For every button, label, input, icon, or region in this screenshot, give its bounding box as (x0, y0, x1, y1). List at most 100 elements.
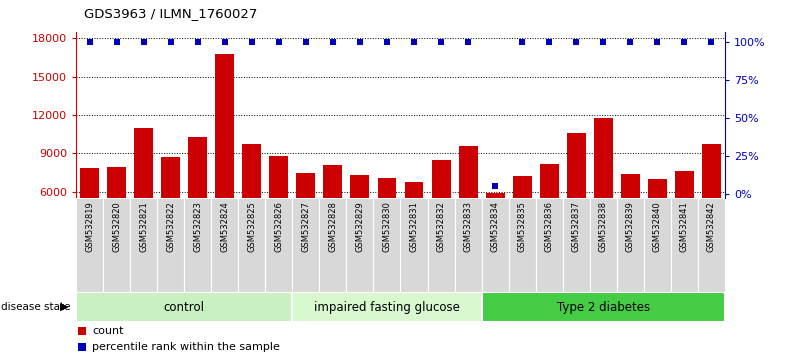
Bar (157, 198, 184, 292)
Point (272, 40, 285, 45)
Point (597, 40, 610, 45)
Point (353, 40, 366, 45)
Text: GSM532832: GSM532832 (437, 201, 445, 252)
Text: GDS3963 / ILMN_1760027: GDS3963 / ILMN_1760027 (84, 7, 257, 20)
Bar (292, 292, 481, 322)
Point (327, 40, 340, 45)
Text: GSM532822: GSM532822 (167, 201, 175, 252)
Text: GSM532842: GSM532842 (707, 201, 716, 252)
Text: GSM532834: GSM532834 (491, 201, 500, 252)
Point (380, 40, 393, 45)
Bar (400, 198, 428, 292)
Bar (485, 193, 505, 269)
Text: GSM532833: GSM532833 (464, 201, 473, 252)
Bar (324, 165, 342, 269)
Bar (481, 292, 725, 322)
Text: GSM532836: GSM532836 (545, 201, 553, 252)
Bar (509, 198, 536, 292)
Bar (536, 198, 563, 292)
Point (408, 40, 421, 45)
Text: GSM532839: GSM532839 (626, 201, 634, 252)
Text: GSM532825: GSM532825 (248, 201, 256, 252)
Bar (540, 164, 558, 269)
Bar (130, 198, 157, 292)
Bar (373, 198, 400, 292)
Text: ▶: ▶ (59, 302, 68, 312)
Bar (346, 198, 373, 292)
Bar (269, 156, 288, 269)
Point (75, 344, 88, 350)
Bar (377, 178, 396, 269)
Bar (405, 182, 424, 269)
Bar (481, 198, 509, 292)
Point (137, 40, 150, 45)
Text: GSM532823: GSM532823 (193, 201, 202, 252)
Bar (211, 198, 239, 292)
Point (435, 40, 448, 45)
Point (219, 40, 231, 45)
Text: GSM532835: GSM532835 (517, 201, 526, 252)
Bar (351, 175, 369, 269)
Bar (594, 118, 613, 269)
Bar (454, 198, 481, 292)
Bar (107, 167, 126, 269)
Bar (644, 198, 671, 292)
Point (570, 40, 582, 45)
Point (245, 40, 258, 45)
Point (300, 40, 312, 45)
Text: GSM532837: GSM532837 (572, 201, 581, 252)
Bar (103, 198, 130, 292)
Text: GSM532831: GSM532831 (409, 201, 418, 252)
Point (461, 40, 474, 45)
Text: impaired fasting glucose: impaired fasting glucose (314, 301, 460, 314)
Point (516, 40, 529, 45)
Text: GSM532821: GSM532821 (139, 201, 148, 252)
Bar (513, 177, 532, 269)
Point (75, 328, 88, 334)
Point (83, 40, 96, 45)
Text: GSM532819: GSM532819 (85, 201, 94, 252)
Text: GSM532820: GSM532820 (112, 201, 121, 252)
Bar (76, 198, 103, 292)
Bar (243, 144, 261, 269)
Point (191, 40, 204, 45)
Bar (296, 173, 316, 269)
Bar (292, 198, 320, 292)
Bar (648, 179, 666, 269)
Bar (675, 171, 694, 269)
Bar (184, 198, 211, 292)
Bar (76, 292, 292, 322)
Text: GSM532830: GSM532830 (383, 201, 392, 252)
Point (543, 40, 556, 45)
Bar (670, 198, 698, 292)
Bar (215, 53, 234, 269)
Text: GSM532829: GSM532829 (356, 201, 364, 252)
Bar (590, 198, 617, 292)
Text: GSM532828: GSM532828 (328, 201, 337, 252)
Text: GSM532838: GSM532838 (599, 201, 608, 252)
Text: Type 2 diabetes: Type 2 diabetes (557, 301, 650, 314)
Text: GSM532827: GSM532827 (301, 201, 310, 252)
Text: disease state: disease state (1, 302, 70, 312)
Text: percentile rank within the sample: percentile rank within the sample (92, 342, 280, 352)
Point (705, 40, 718, 45)
Bar (617, 198, 644, 292)
Bar (621, 174, 640, 269)
Bar (432, 160, 450, 269)
Text: GSM532840: GSM532840 (653, 201, 662, 252)
Bar (698, 198, 725, 292)
Point (164, 40, 177, 45)
Point (678, 40, 690, 45)
Bar (265, 198, 292, 292)
Bar (562, 198, 590, 292)
Text: count: count (92, 326, 123, 336)
Text: GSM532824: GSM532824 (220, 201, 229, 252)
Point (111, 40, 123, 45)
Point (489, 183, 501, 189)
Text: GSM532841: GSM532841 (680, 201, 689, 252)
Bar (702, 144, 721, 269)
Bar (239, 198, 265, 292)
Bar (567, 133, 586, 269)
Text: control: control (163, 301, 205, 314)
Bar (459, 146, 477, 269)
